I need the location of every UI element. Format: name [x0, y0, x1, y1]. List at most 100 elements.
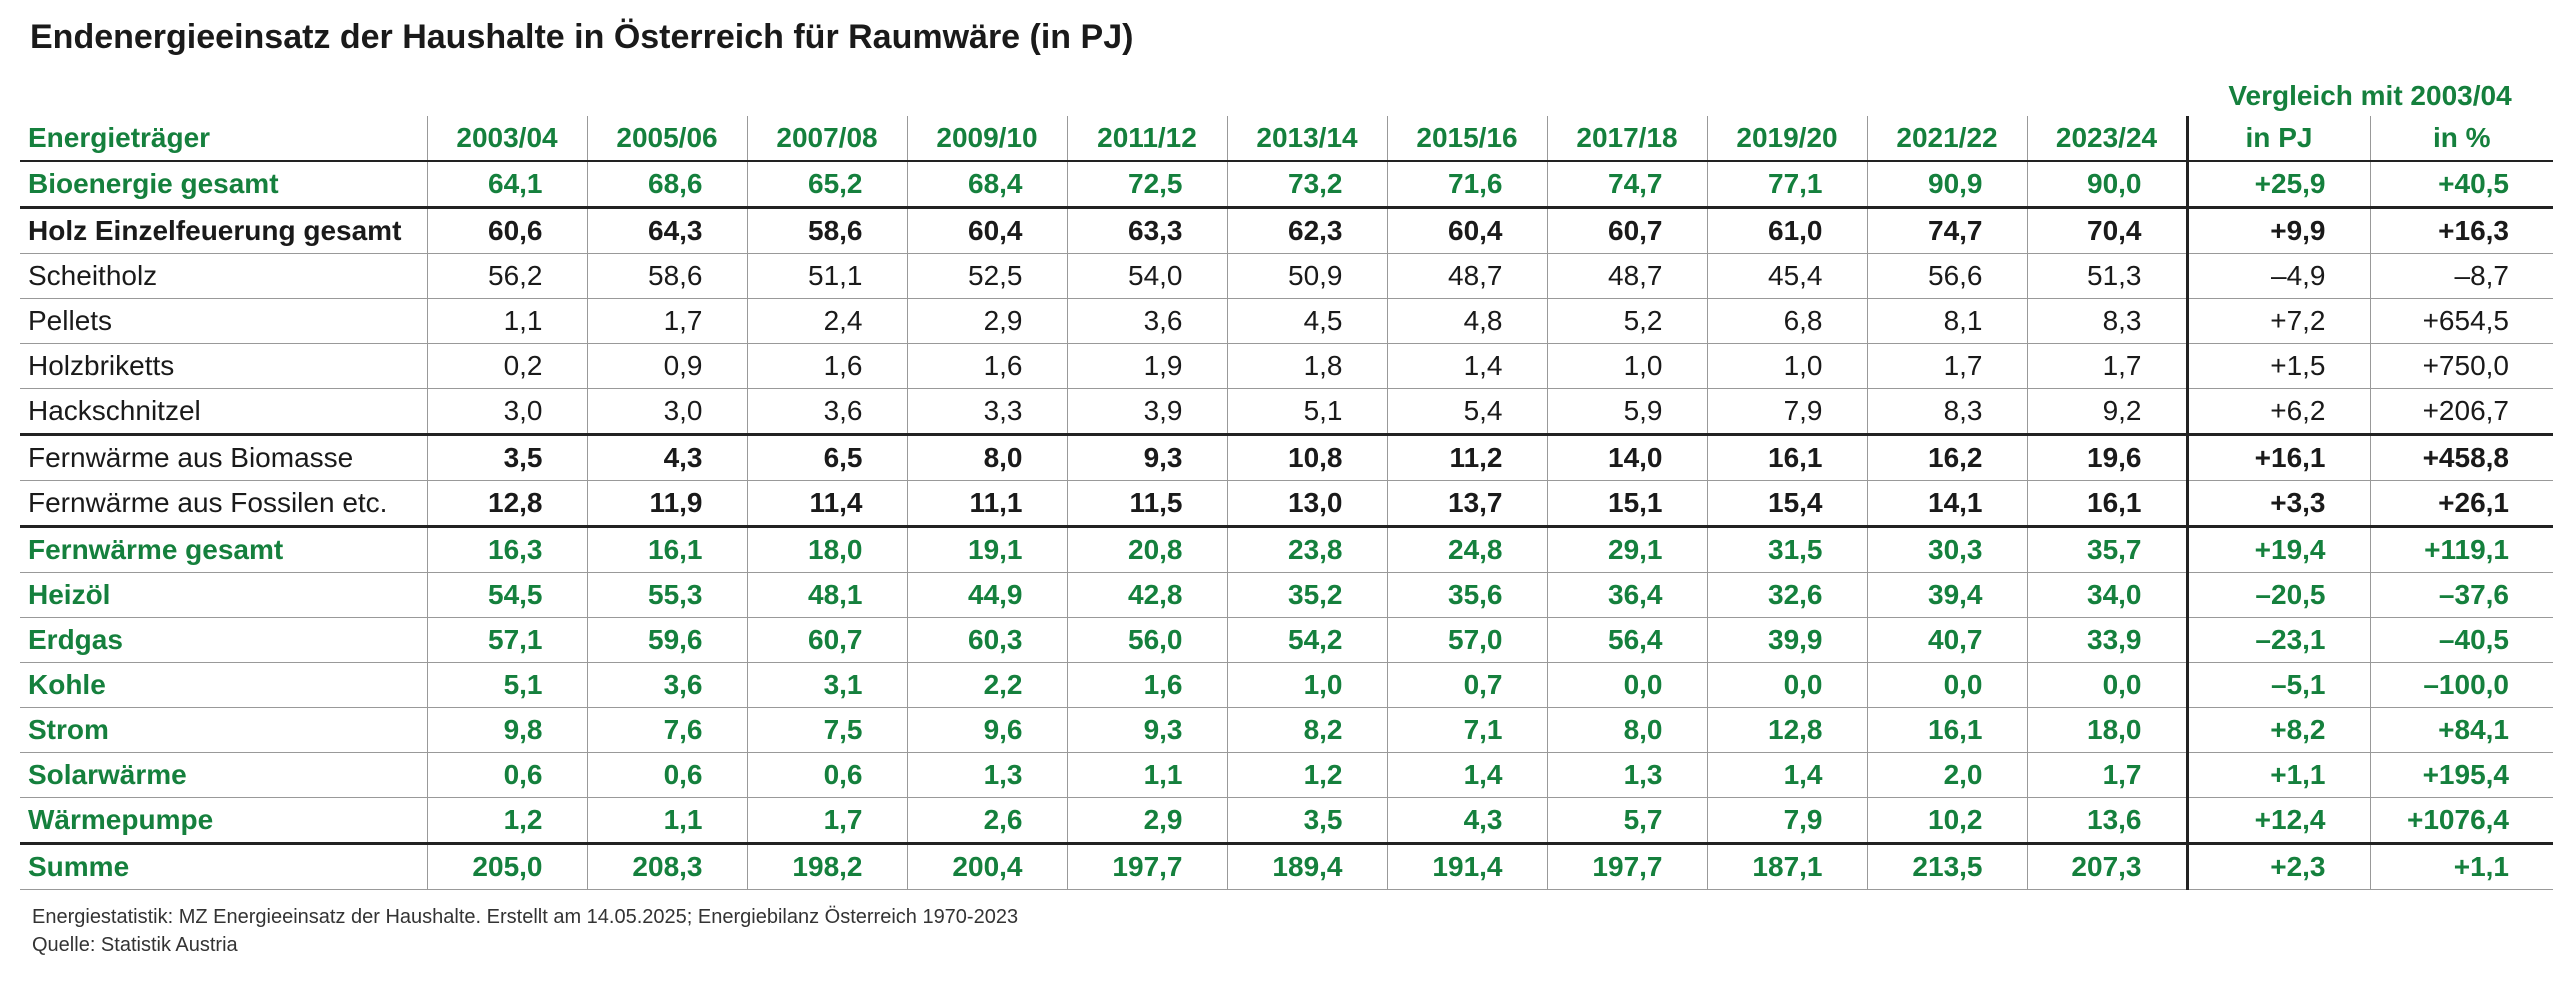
cell: 197,7 [1546, 843, 1707, 890]
cell: 56,0 [1066, 617, 1227, 663]
cell: 90,0 [2026, 161, 2187, 209]
cell: +1,1 [2185, 752, 2370, 798]
cell: 1,6 [906, 343, 1067, 389]
cell: 1,0 [1226, 662, 1387, 708]
cell: +16,3 [2369, 207, 2553, 254]
cell: +206,7 [2369, 388, 2553, 436]
cell: 1,7 [1866, 343, 2027, 389]
column-header: 2007/08 [746, 116, 907, 162]
cell: 189,4 [1226, 843, 1387, 890]
cell: +1,1 [2369, 843, 2553, 890]
cell: 68,6 [586, 161, 747, 209]
column-header: 2005/06 [586, 116, 747, 162]
cell: 60,6 [426, 207, 587, 254]
cell: 0,6 [586, 752, 747, 798]
cell: 60,7 [746, 617, 907, 663]
column-header: 2013/14 [1226, 116, 1387, 162]
cell: 1,7 [746, 797, 907, 845]
cell: 1,6 [746, 343, 907, 389]
cell: +2,3 [2185, 843, 2370, 890]
cell: 4,3 [586, 434, 747, 481]
cell: 8,1 [1866, 298, 2027, 344]
cell: 34,0 [2026, 572, 2187, 618]
cell: 16,1 [2026, 480, 2187, 528]
cell: –23,1 [2185, 617, 2370, 663]
cell: 52,5 [906, 253, 1067, 299]
row-label: Hackschnitzel [20, 388, 427, 436]
cell: 50,9 [1226, 253, 1387, 299]
cell: 44,9 [906, 572, 1067, 618]
column-header: in % [2369, 116, 2553, 162]
cell: 5,1 [426, 662, 587, 708]
table-row: Strom 9,8 7,6 7,5 9,6 9,3 8,2 7,1 8,0 12,8 16,1 18,… [20, 707, 2553, 753]
row-label: Bioenergie gesamt [20, 161, 427, 209]
cell: 60,4 [906, 207, 1067, 254]
row-label: Solarwärme [20, 752, 427, 798]
cell: 7,1 [1386, 707, 1547, 753]
cell: +119,1 [2369, 526, 2553, 573]
cell: 7,9 [1706, 797, 1867, 845]
cell: 3,0 [586, 388, 747, 436]
table-row: Hackschnitzel 3,0 3,0 3,6 3,3 3,9 5,1 5,4 5,9 7,9… [20, 388, 2553, 436]
cell: 200,4 [906, 843, 1067, 890]
cell: 0,9 [586, 343, 747, 389]
cell: 1,3 [1546, 752, 1707, 798]
cell: 70,4 [2026, 207, 2187, 254]
table-row: Pellets 1,1 1,7 2,4 2,9 3,6 4,5 4,8 5,2 6,8 8,1 8,3… [20, 298, 2553, 344]
cell: 48,7 [1386, 253, 1547, 299]
column-header: 2021/22 [1866, 116, 2027, 162]
table-row: Erdgas 57,1 59,6 60,7 60,3 56,0 54,2 57,0 56,4 39… [20, 617, 2553, 663]
row-label: Fernwärme aus Fossilen etc. [20, 480, 427, 528]
cell: 1,7 [2026, 343, 2187, 389]
row-label: Strom [20, 707, 427, 753]
row-label: Wärmepumpe [20, 797, 427, 845]
row-label: Scheitholz [20, 253, 427, 299]
cell: 16,3 [426, 526, 587, 573]
cell: 13,6 [2026, 797, 2187, 845]
cell: 0,6 [426, 752, 587, 798]
cell: +3,3 [2185, 480, 2370, 528]
cell: 8,0 [906, 434, 1067, 481]
table-row: Scheitholz 56,2 58,6 51,1 52,5 54,0 50,9 48,7 48… [20, 253, 2553, 299]
cell: 1,8 [1226, 343, 1387, 389]
cell: +9,9 [2185, 207, 2370, 254]
cell: 42,8 [1066, 572, 1227, 618]
column-header: 2015/16 [1386, 116, 1547, 162]
cell: +195,4 [2369, 752, 2553, 798]
cell: 35,2 [1226, 572, 1387, 618]
cell: 18,0 [2026, 707, 2187, 753]
table-row: Fernwärme aus Biomasse 3,5 4,3 6,5 8,0 9,3 10,… [20, 434, 2553, 481]
cell: 4,3 [1386, 797, 1547, 845]
cell: 5,7 [1546, 797, 1707, 845]
cell: 39,4 [1866, 572, 2027, 618]
cell: 1,4 [1386, 752, 1547, 798]
cell: 74,7 [1546, 161, 1707, 209]
cell: 1,7 [586, 298, 747, 344]
cell: 2,2 [906, 662, 1067, 708]
cell: 3,0 [426, 388, 587, 436]
cell: 40,7 [1866, 617, 2027, 663]
column-header: 2011/12 [1066, 116, 1227, 162]
cell: 33,9 [2026, 617, 2187, 663]
cell: 18,0 [746, 526, 907, 573]
cell: 60,3 [906, 617, 1067, 663]
cell: +1,5 [2185, 343, 2370, 389]
cell: 6,5 [746, 434, 907, 481]
cell: 0,6 [746, 752, 907, 798]
cell: 1,9 [1066, 343, 1227, 389]
cell: –37,6 [2369, 572, 2553, 618]
cell: 15,4 [1706, 480, 1867, 528]
cell: 8,0 [1546, 707, 1707, 753]
cell: +458,8 [2369, 434, 2553, 481]
cell: 7,6 [586, 707, 747, 753]
cell: 19,1 [906, 526, 1067, 573]
cell: 208,3 [586, 843, 747, 890]
cell: 1,6 [1066, 662, 1227, 708]
cell: 9,6 [906, 707, 1067, 753]
cell: +8,2 [2185, 707, 2370, 753]
column-header: Energieträger [20, 116, 427, 162]
cell: 6,8 [1706, 298, 1867, 344]
cell: 71,6 [1386, 161, 1547, 209]
cell: 0,0 [1546, 662, 1707, 708]
